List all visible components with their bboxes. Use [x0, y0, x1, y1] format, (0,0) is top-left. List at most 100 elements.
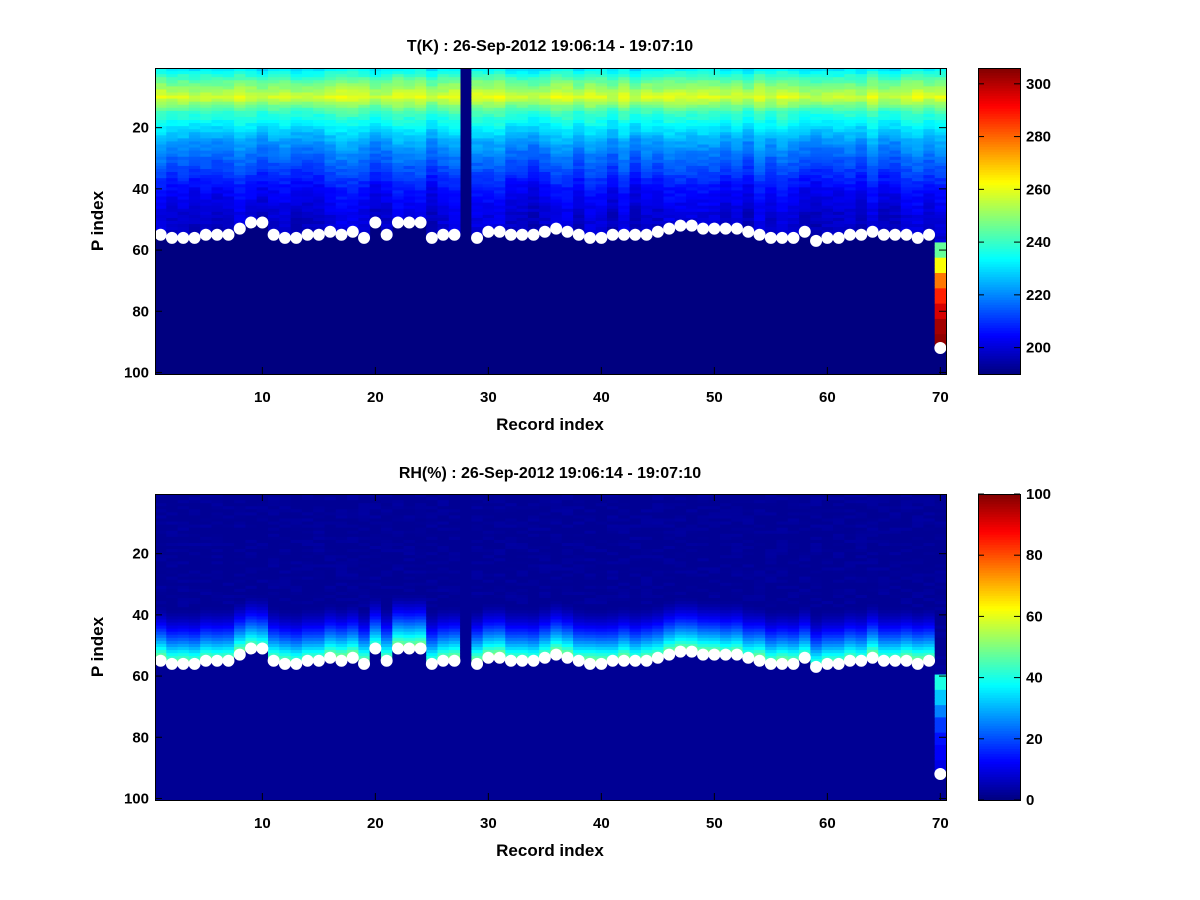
heatmap-cell: [618, 71, 630, 75]
heatmap-cell: [177, 165, 190, 170]
heatmap-cell: [166, 150, 178, 155]
heatmap-cell: [527, 129, 540, 133]
heatmap-cell: [166, 123, 178, 127]
heatmap-cell: [697, 120, 710, 124]
heatmap-cell: [301, 162, 314, 167]
heatmap-cell: [900, 147, 913, 152]
heatmap-cell: [313, 165, 325, 170]
heatmap-cell: [279, 187, 291, 191]
colorbar-band: [978, 203, 1020, 207]
heatmap-cell: [245, 628, 258, 633]
heatmap-cell: [652, 196, 664, 200]
heatmap-cell: [471, 217, 484, 222]
heatmap-cell: [166, 757, 178, 761]
heatmap-cell: [697, 208, 710, 213]
heatmap-cell: [866, 184, 879, 188]
heatmap-cell: [200, 120, 212, 124]
heatmap-cell: [844, 104, 856, 109]
heatmap-cell: [211, 546, 224, 550]
heatmap-cell: [381, 113, 393, 118]
heatmap-cell: [833, 181, 845, 185]
heatmap-cell: [177, 113, 190, 118]
heatmap-cell: [494, 107, 506, 112]
heatmap-cell: [177, 567, 190, 571]
heatmap-cell: [855, 168, 868, 173]
colorbar-band: [978, 75, 1020, 79]
heatmap-cell: [595, 221, 608, 225]
heatmap-cell: [505, 165, 517, 170]
heatmap-cell: [448, 126, 461, 130]
heatmap-cell: [290, 208, 303, 213]
colorbar-band: [978, 261, 1020, 265]
heatmap-cell: [516, 144, 529, 148]
heatmap-cell: [765, 116, 777, 121]
heatmap-cell: [166, 178, 178, 182]
heatmap-cell: [516, 98, 529, 103]
heatmap-cell: [787, 175, 800, 179]
heatmap-cell: [878, 77, 890, 81]
heatmap-cell: [381, 95, 393, 99]
heatmap-cell: [448, 193, 461, 197]
heatmap-cell: [505, 181, 517, 185]
heatmap-cell: [335, 221, 348, 225]
heatmap-cell: [833, 199, 845, 204]
surface-marker: [448, 228, 461, 241]
heatmap-cell: [188, 150, 201, 155]
heatmap-cell: [166, 497, 178, 501]
heatmap-cell: [866, 116, 879, 121]
heatmap-cell: [595, 92, 608, 96]
heatmap-cell: [155, 159, 167, 164]
heatmap-cell: [166, 692, 178, 697]
heatmap-cell: [358, 162, 371, 167]
heatmap-cell: [155, 536, 167, 541]
heatmap-cell: [753, 153, 766, 158]
heatmap-cell: [290, 104, 303, 109]
heatmap-cell: [155, 211, 167, 216]
heatmap-cell: [200, 199, 212, 204]
heatmap-cell: [211, 729, 224, 734]
heatmap-cell: [742, 141, 755, 145]
heatmap-cell: [177, 80, 190, 84]
heatmap-cell: [245, 80, 258, 84]
heatmap-cell: [708, 217, 721, 222]
heatmap-cell: [844, 184, 856, 188]
heatmap-cell: [437, 187, 450, 191]
heatmap-cell: [301, 205, 314, 210]
heatmap-cell: [335, 214, 348, 219]
heatmap-cell: [618, 89, 630, 93]
heatmap-cell: [211, 521, 224, 525]
heatmap-cell: [787, 123, 800, 127]
heatmap-cell: [471, 221, 484, 225]
heatmap-cell: [482, 168, 495, 173]
heatmap-cell: [584, 86, 597, 90]
heatmap-cell: [539, 98, 551, 103]
heatmap-cell: [166, 116, 178, 121]
heatmap-cell: [177, 784, 190, 789]
heatmap-cell: [245, 619, 258, 623]
heatmap-cell: [833, 165, 845, 170]
heatmap-cell: [234, 781, 246, 786]
heatmap-cell: [720, 138, 732, 142]
heatmap-cell: [245, 175, 258, 179]
heatmap-cell: [810, 74, 823, 78]
heatmap-cell: [482, 138, 495, 142]
heatmap-cell: [200, 723, 212, 727]
heatmap-cell: [731, 196, 743, 200]
heatmap-cell: [618, 221, 630, 225]
heatmap-cell: [426, 168, 438, 173]
heatmap-cell: [335, 168, 348, 173]
heatmap-cell: [697, 113, 710, 118]
heatmap-cell: [188, 588, 201, 593]
heatmap-cell: [414, 123, 427, 127]
heatmap-cell: [527, 116, 540, 121]
heatmap-cell: [629, 221, 642, 225]
heatmap-cell: [787, 120, 800, 124]
heatmap-cell: [810, 181, 823, 185]
heatmap-cell: [855, 107, 868, 112]
colorbar-band: [978, 264, 1020, 268]
heatmap-cell: [381, 159, 393, 164]
heatmap-cell: [584, 104, 597, 109]
heatmap-cell: [256, 622, 269, 626]
heatmap-cell: [855, 159, 868, 164]
heatmap-cell: [211, 162, 224, 167]
